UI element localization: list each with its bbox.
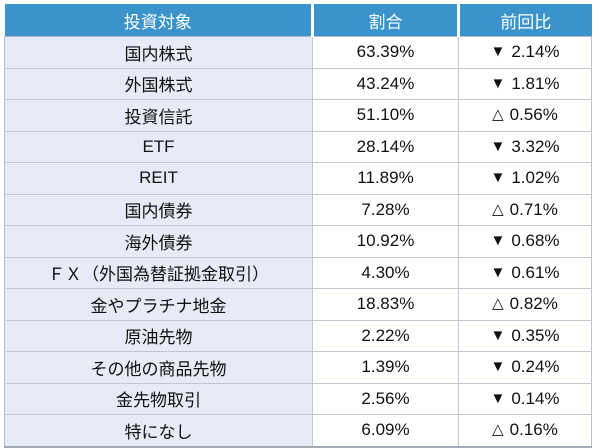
target-cell: ETF (4, 130, 313, 163)
change-value: 0.82% (509, 294, 558, 314)
change-cell: △ 0.16% (458, 414, 592, 448)
header-row: 投資対象 割合 前回比 (4, 4, 592, 37)
table-row: 外国株式 43.24% ▼ 1.81% (4, 67, 592, 100)
target-cell: ＦＸ（外国為替証拠金取引） (4, 256, 313, 289)
ratio-cell: 2.22% (312, 319, 459, 352)
triangle-down-icon: ▼ (490, 263, 506, 281)
target-cell: 外国株式 (4, 67, 313, 100)
change-cell: ▼ 0.68% (458, 225, 592, 258)
target-cell: 金やプラチナ地金 (4, 288, 313, 321)
triangle-down-icon: ▼ (490, 137, 506, 155)
ratio-cell: 10.92% (312, 225, 459, 258)
change-value: 3.32% (511, 136, 560, 156)
column-header-ratio: 割合 (312, 4, 460, 37)
ratio-cell: 63.39% (312, 36, 459, 69)
triangle-up-icon: △ (492, 421, 504, 439)
change-value: 2.14% (511, 42, 560, 62)
table-row: 国内債券 7.28% △ 0.71% (4, 193, 592, 226)
change-value: 0.16% (509, 420, 558, 440)
change-cell: △ 0.82% (458, 288, 592, 321)
target-cell: 金先物取引 (4, 382, 313, 415)
table-body: 国内株式 63.39% ▼ 2.14% 外国株式 43.24% ▼ 1.81% 投資… (4, 36, 592, 448)
change-value: 1.02% (511, 168, 560, 188)
triangle-down-icon: ▼ (490, 326, 506, 344)
target-cell: REIT (4, 162, 313, 195)
change-value: 0.71% (509, 199, 558, 219)
ratio-cell: 6.09% (312, 414, 459, 448)
column-header-change: 前回比 (458, 4, 592, 37)
ratio-cell: 2.56% (312, 382, 459, 415)
change-cell: ▼ 0.24% (458, 351, 592, 384)
table-row: ＦＸ（外国為替証拠金取引） 4.30% ▼ 0.61% (4, 256, 592, 289)
target-cell: 特になし (4, 414, 313, 448)
ratio-cell: 51.10% (312, 99, 459, 132)
triangle-down-icon: ▼ (490, 389, 506, 407)
target-cell: 国内株式 (4, 36, 313, 69)
table-row: 国内株式 63.39% ▼ 2.14% (4, 36, 592, 69)
triangle-down-icon: ▼ (490, 43, 506, 61)
ratio-cell: 7.28% (312, 193, 459, 226)
change-cell: ▼ 1.81% (458, 67, 592, 100)
change-cell: △ 0.71% (458, 193, 592, 226)
table-row: 原油先物 2.22% ▼ 0.35% (4, 319, 592, 352)
change-cell: ▼ 0.14% (458, 382, 592, 415)
change-value: 1.81% (511, 73, 560, 93)
change-value: 0.35% (511, 325, 560, 345)
table-row: 特になし 6.09% △ 0.16% (4, 414, 592, 448)
ratio-cell: 11.89% (312, 162, 459, 195)
table-row: 金やプラチナ地金 18.83% △ 0.82% (4, 288, 592, 321)
table-row: 海外債券 10.92% ▼ 0.68% (4, 225, 592, 258)
table-row: その他の商品先物 1.39% ▼ 0.24% (4, 351, 592, 384)
table-row: 投資信託 51.10% △ 0.56% (4, 99, 592, 132)
column-header-target: 投資対象 (4, 4, 314, 37)
triangle-up-icon: △ (492, 295, 504, 313)
table-row: ETF 28.14% ▼ 3.32% (4, 130, 592, 163)
target-cell: 投資信託 (4, 99, 313, 132)
change-value: 0.61% (511, 262, 560, 282)
change-cell: ▼ 1.02% (458, 162, 592, 195)
change-value: 0.24% (511, 357, 560, 377)
triangle-down-icon: ▼ (490, 169, 506, 187)
change-cell: △ 0.56% (458, 99, 592, 132)
change-cell: ▼ 0.35% (458, 319, 592, 352)
triangle-down-icon: ▼ (490, 358, 506, 376)
investment-survey-table: 投資対象 割合 前回比 国内株式 63.39% ▼ 2.14% 外国株式 43.2… (4, 4, 592, 448)
ratio-cell: 1.39% (312, 351, 459, 384)
triangle-up-icon: △ (492, 200, 504, 218)
table-row: 金先物取引 2.56% ▼ 0.14% (4, 382, 592, 415)
ratio-cell: 4.30% (312, 256, 459, 289)
triangle-up-icon: △ (492, 106, 504, 124)
change-value: 0.14% (511, 388, 560, 408)
target-cell: 国内債券 (4, 193, 313, 226)
ratio-cell: 28.14% (312, 130, 459, 163)
triangle-down-icon: ▼ (490, 74, 506, 92)
target-cell: その他の商品先物 (4, 351, 313, 384)
change-value: 0.68% (511, 231, 560, 251)
ratio-cell: 18.83% (312, 288, 459, 321)
target-cell: 海外債券 (4, 225, 313, 258)
change-cell: ▼ 2.14% (458, 36, 592, 69)
ratio-cell: 43.24% (312, 67, 459, 100)
triangle-down-icon: ▼ (490, 232, 506, 250)
table-row: REIT 11.89% ▼ 1.02% (4, 162, 592, 195)
change-value: 0.56% (509, 105, 558, 125)
target-cell: 原油先物 (4, 319, 313, 352)
change-cell: ▼ 3.32% (458, 130, 592, 163)
change-cell: ▼ 0.61% (458, 256, 592, 289)
